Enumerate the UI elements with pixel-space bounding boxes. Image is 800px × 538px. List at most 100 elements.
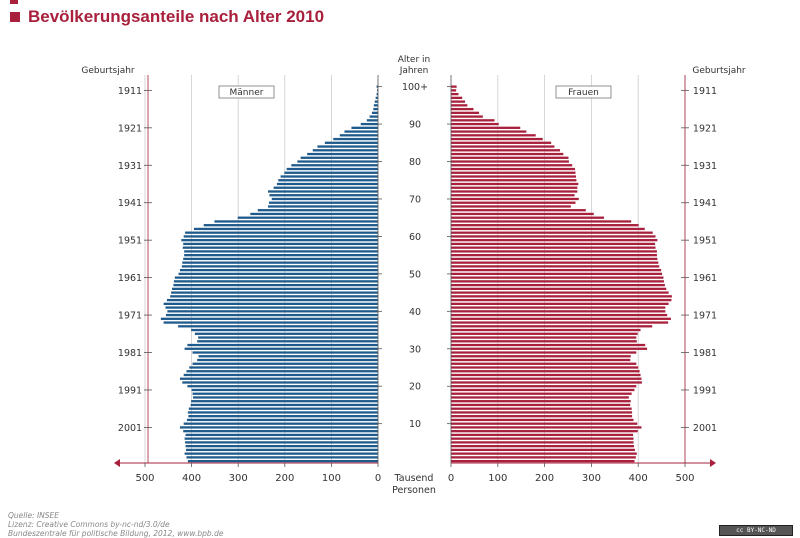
bar-men [317,145,378,148]
bar-men [190,403,378,407]
bar-men [194,332,378,335]
bar-women [451,194,575,197]
bar-women [451,295,672,298]
bar-women [451,179,577,182]
bar-women [451,351,637,354]
x-unit-label: Tausend [394,473,434,484]
bar-men [186,370,378,373]
bar-men [373,104,378,107]
bar-women [451,317,671,320]
bar-women [451,392,632,395]
left-arrow-icon [114,459,120,467]
bar-women [451,261,659,264]
bar-men [192,351,378,354]
bar-men [182,246,378,249]
bar-men [191,388,378,392]
bar-women [451,164,573,167]
bar-men [268,201,378,204]
bar-women [451,430,638,433]
bar-women [451,336,637,339]
x-tick-label: 400 [629,473,648,484]
bar-men [165,313,378,317]
bar-women [451,145,555,148]
bar-women [451,152,564,156]
bar-men [371,111,378,114]
bar-men [185,441,378,444]
bar-women [451,403,631,407]
bar-men [273,186,378,189]
bar-women [451,456,636,459]
bar-men [198,336,378,339]
bar-women [451,385,637,388]
bar-men [184,347,378,350]
bar-women [451,411,633,414]
age-axis-title: Alter in [398,55,431,65]
year-tick-label: 1931 [693,161,717,172]
x-tick-label: 500 [135,473,154,484]
bar-men [187,385,378,388]
bar-men [269,194,378,197]
bar-men [374,100,378,103]
bar-women [451,272,663,276]
x-tick-label: 100 [488,473,507,484]
men-series-label: Männer [230,88,264,98]
bar-women [451,250,657,253]
bar-men [257,209,378,212]
bar-men [184,250,378,253]
bar-women [451,422,638,425]
title-accent-bar [10,0,18,4]
bar-women [451,358,631,362]
bar-women [451,209,586,212]
bar-men [192,392,378,395]
bar-men [186,448,378,452]
bar-women [451,287,667,291]
bar-men [183,422,378,425]
bar-women [451,130,527,133]
x-unit-label: Personen [392,485,436,496]
bar-women [451,396,629,399]
bar-men [351,126,378,129]
bar-men [182,381,378,384]
bar-men [297,160,378,163]
bar-women [451,224,639,227]
bar-men [271,197,378,201]
x-tick-label: 300 [229,473,248,484]
x-tick-label: 0 [375,473,381,484]
bar-women [451,119,495,122]
bar-women [451,212,594,216]
bar-women [451,122,499,126]
bar-men [189,366,378,369]
bar-women [451,459,635,463]
bar-men [192,396,378,399]
bar-women [451,306,666,309]
age-tick-label: 30 [409,344,421,355]
bar-women [451,310,666,313]
source-note: Quelle: INSEE [8,511,60,520]
bar-women [451,182,579,186]
bar-women [451,400,631,403]
bar-women [451,373,641,377]
bar-women [451,370,640,373]
bar-women [451,216,605,219]
bar-men [375,96,378,100]
bar-women [451,167,576,171]
bar-men [173,283,378,287]
bar-women [451,362,637,365]
year-tick-label: 1941 [118,198,142,209]
bar-women [451,246,656,249]
bar-women [451,291,669,294]
bar-women [451,283,665,287]
year-tick-label: 1961 [118,273,142,284]
bar-men [324,141,378,144]
bar-women [451,115,483,118]
bar-men [280,175,378,178]
bar-women [451,239,658,242]
bar-women [451,381,642,384]
bar-men [179,268,378,272]
year-tick-label: 1921 [693,123,717,134]
bar-men [183,430,378,433]
bar-men [312,149,378,152]
bar-men [278,179,378,182]
bar-men [268,205,378,208]
year-tick-label: 1951 [693,236,717,247]
